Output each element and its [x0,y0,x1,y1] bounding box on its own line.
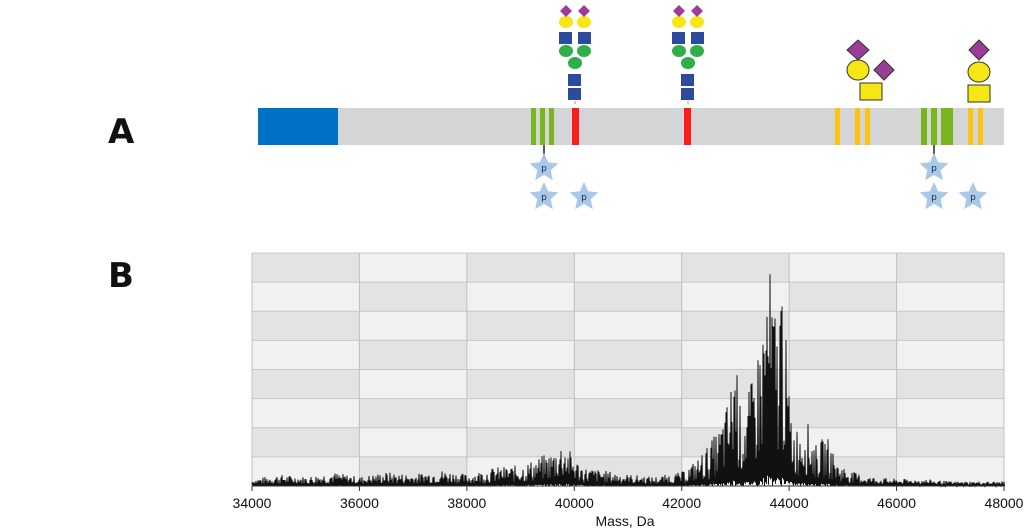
grid-cell [574,369,682,399]
yellow-site [978,108,983,145]
grid-cell [252,398,360,428]
grid-cell [466,427,575,457]
grid-cell [681,340,790,370]
yellow-site [865,108,870,145]
x-tick-label: 48000 [985,495,1024,511]
grid-cell [252,369,360,399]
grid-cell [574,398,682,428]
chart-grid [251,252,1005,487]
grid-cell [466,369,575,399]
panel-label-b: B [108,256,134,296]
grid-cell [359,340,467,370]
x-axis-title: Mass, Da [595,513,654,529]
grid-cell [252,311,360,341]
phospho-label: p [931,164,937,174]
phospho-star-icon: p [529,182,559,210]
grid-cell [896,427,1004,457]
grid-cell [359,282,467,312]
phospho-star-icon: p [919,153,949,181]
grid-cell [466,253,575,283]
grid-cell [896,311,1004,341]
red-site [572,108,579,145]
grid-cell [789,282,897,312]
panel-label-a: A [108,112,135,152]
grid-cell [574,311,682,341]
yellow-site [968,108,973,145]
phospho-label: p [970,193,976,203]
grid-cell [896,340,1004,370]
grid-cell [466,282,575,312]
grid-cell [896,456,1004,486]
grid-cell [896,282,1004,312]
x-tick-label: 42000 [662,495,701,511]
grid-cell [681,282,790,312]
x-axis-ticks: 34000 36000 38000 40000 42000 44000 46000 48000 [233,486,1024,511]
grid-cell [252,427,360,457]
spectrum-trace [251,274,1005,488]
red-site [684,108,691,145]
grid-cell [252,282,360,312]
phospho-label: p [931,193,937,203]
protein-backbone [258,108,1004,145]
phospho-star-icon: p [529,153,559,181]
grid-cell [789,311,897,341]
grid-cell [574,253,682,283]
grid-cell [466,340,575,370]
grid-cell [896,398,1004,428]
grid-cell [574,340,682,370]
phosphorylation-marks: p p p p p p [529,153,988,210]
grid-cell [359,311,467,341]
grid-cell [359,427,467,457]
grid-cell [466,398,575,428]
phospho-star-icon: p [958,182,988,210]
grid-cell [574,427,682,457]
x-tick-label: 38000 [447,495,486,511]
mass-spectrum-chart: 34000 36000 38000 40000 42000 44000 46000 48000… [233,252,1024,529]
phospho-star-icon: p [919,182,949,210]
grid-cell [252,253,360,283]
grid-cell [359,398,467,428]
grid-cell [789,369,897,399]
green-site [531,108,536,145]
grid-cell [789,427,897,457]
o-glycan-icon [967,39,991,103]
green-site [540,108,545,145]
complex-n-glycan-icon [559,5,591,104]
x-tick-label: 40000 [555,495,594,511]
signal-peptide-segment [258,108,338,145]
green-site [549,108,554,145]
grid-cell [896,369,1004,399]
yellow-site [855,108,860,145]
green-site [941,108,953,145]
phospho-label: p [541,193,547,203]
grid-cell [789,398,897,428]
protein-map: p p p p p p [258,5,1004,210]
grid-cell [681,253,790,283]
grid-cell [789,253,897,283]
o-glycan-disialyl-icon [846,39,895,101]
grid-cell [359,369,467,399]
grid-cell [574,282,682,312]
grid-cell [466,311,575,341]
grid-cell [896,253,1004,283]
phospho-star-icon: p [569,182,599,210]
x-tick-label: 34000 [233,495,272,511]
complex-n-glycan-icon [672,5,704,104]
x-tick-label: 36000 [340,495,379,511]
phospho-label: p [581,193,587,203]
grid-cell [789,340,897,370]
green-site [931,108,937,145]
grid-cell [681,311,790,341]
phospho-label: p [541,164,547,174]
green-site [921,108,927,145]
grid-cell [359,253,467,283]
x-tick-label: 46000 [877,495,916,511]
yellow-site [835,108,840,145]
x-tick-label: 44000 [770,495,809,511]
grid-cell [252,340,360,370]
